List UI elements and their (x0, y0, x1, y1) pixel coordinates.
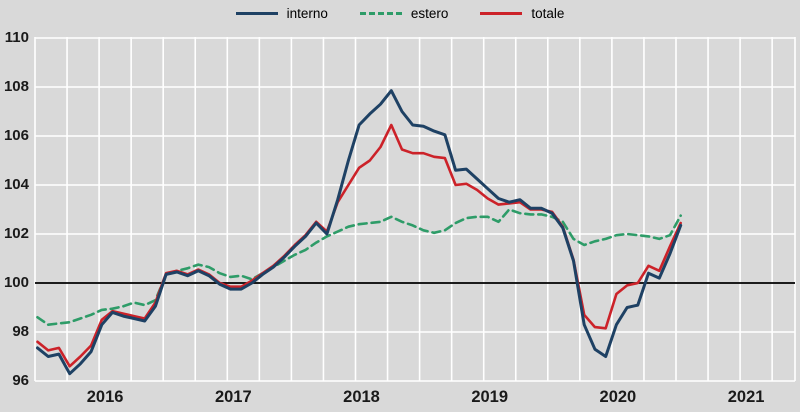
y-axis-label-110: 110 (4, 29, 29, 46)
x-axis-label-2016: 2016 (86, 388, 124, 406)
legend-line-sample-totale (480, 12, 523, 15)
y-axis-label-98: 98 (12, 323, 29, 340)
chart-legend: interno estero totale (0, 6, 800, 21)
legend-item-estero: estero (359, 6, 449, 21)
x-axis-label-2018: 2018 (343, 388, 380, 406)
y-axis-label-106: 106 (3, 127, 29, 144)
x-axis-label-2020: 2020 (599, 388, 637, 406)
legend-label-estero: estero (410, 6, 449, 21)
y-axis-label-108: 108 (3, 78, 29, 95)
y-axis-label-96: 96 (12, 372, 29, 389)
legend-line-sample-interno (235, 12, 278, 15)
legend-label-interno: interno (286, 6, 328, 21)
x-axis-label-2017: 2017 (214, 388, 252, 406)
y-axis-label-100: 100 (3, 274, 29, 291)
x-axis-label-2021: 2021 (727, 388, 765, 406)
y-axis-label-102: 102 (3, 225, 29, 242)
series-line-interno (36, 89, 683, 376)
legend-line-sample-estero (359, 12, 402, 15)
x-axis-label-2019: 2019 (471, 388, 509, 406)
y-axis-label-104: 104 (3, 176, 29, 193)
series-line-estero (36, 208, 683, 327)
legend-item-interno: interno (235, 6, 328, 21)
legend-label-totale: totale (531, 6, 565, 21)
legend-item-totale: totale (480, 6, 564, 21)
